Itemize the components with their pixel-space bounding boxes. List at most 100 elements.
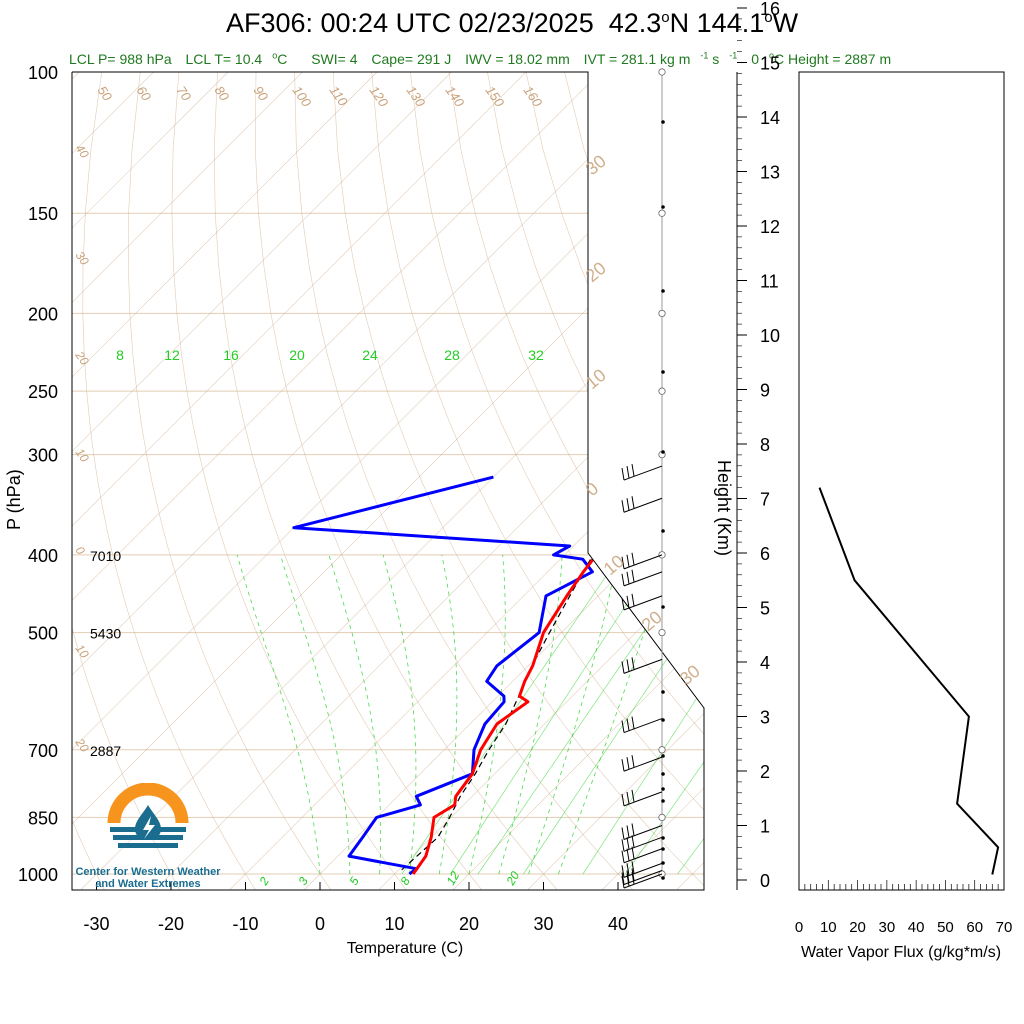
height-axis-label: Height (Km) <box>714 460 734 556</box>
wind-level-dot <box>661 289 665 293</box>
wind-barb-flag <box>626 870 630 883</box>
wind-barb-flag <box>631 496 635 509</box>
stat-zero-height: 0 oC Height = 2887 m <box>751 50 892 67</box>
temperature-tick-label: 0 <box>315 914 325 934</box>
isotherm-line <box>377 72 704 890</box>
height-tick-label: 14 <box>760 108 780 128</box>
isotherm-label: 20 <box>72 735 92 755</box>
mixing-ratio-label: 2 <box>256 874 272 888</box>
title-time: 00:24 UTC 02/23/2025 <box>320 8 594 38</box>
moist-adiabat-line <box>236 554 321 875</box>
isotherm-label: 150 <box>483 83 508 110</box>
isotherm-line <box>72 72 704 890</box>
pressure-tick-label: 100 <box>28 63 58 83</box>
wind-barb-flag <box>631 861 635 874</box>
height-tick-label: 8 <box>760 435 770 455</box>
wind-level-dot <box>661 718 665 722</box>
height-tick-label: 4 <box>760 653 770 673</box>
wind-barb-flag <box>631 871 635 885</box>
wind-level-dot <box>661 861 665 865</box>
wind-level-dot <box>661 605 665 609</box>
isotherm-line <box>153 72 704 890</box>
isotherm-line <box>72 72 378 890</box>
logo-caption: Center for Western Weather and Water Ext… <box>70 866 226 890</box>
isotherm-label: 100 <box>290 83 315 110</box>
parcel-path-line <box>401 554 594 871</box>
isotherm-label: 20 <box>72 348 92 368</box>
isotherm-line <box>72 72 452 890</box>
flux-profile-line <box>818 487 1000 875</box>
wind-level-dot <box>661 370 665 374</box>
wind-barb-flag <box>631 755 635 768</box>
moist-adiabat-line <box>438 554 458 875</box>
wind-barb-flag <box>626 465 630 479</box>
wind-barb-flag <box>626 718 630 731</box>
wind-level-circle <box>658 209 666 217</box>
pressure-tick-label: 250 <box>28 382 58 402</box>
wind-barb <box>623 465 663 481</box>
skew-t-profiles <box>292 72 704 876</box>
wind-barb <box>623 595 663 611</box>
wind-barb-flag <box>626 837 630 850</box>
title-degree: o <box>764 9 773 26</box>
dry-adiabat-line <box>448 72 704 890</box>
dry-adiabat-line <box>757 72 1024 891</box>
wind-level-circle <box>658 309 666 318</box>
dry-adiabat-line <box>72 72 106 890</box>
wind-barb-flag <box>626 498 630 511</box>
isotherm-label: 0 <box>582 478 603 500</box>
flux-axis-label: Water Vapor Flux (g/kg*m/s) <box>801 944 1001 961</box>
temperature-tick-label: 30 <box>533 914 553 934</box>
wind-barb <box>623 791 663 807</box>
dry-adiabat-line <box>294 72 635 890</box>
wind-barb-flag <box>626 659 630 672</box>
wind-level-dot <box>661 754 665 758</box>
wind-barb-flag <box>621 865 625 878</box>
wind-level-circle <box>658 813 666 821</box>
pressure-tick-label: 850 <box>28 808 58 828</box>
dry-adiabat-line <box>410 72 704 890</box>
pressure-tick-label: 1000 <box>18 865 58 885</box>
title-degree: o <box>661 9 670 26</box>
wind-barb <box>623 718 663 734</box>
height-tick-label: 0 <box>760 871 770 891</box>
wind-barb-flag <box>631 657 635 670</box>
stat-ivt: IVT = 281.1 kg m -1 s -1 <box>583 50 738 67</box>
dry-adiabat-line <box>72 72 181 890</box>
wind-level-dot <box>661 836 665 840</box>
wind-level-dot <box>661 847 665 851</box>
stat-lcl-p: LCL P= 988 hPa <box>69 50 172 67</box>
mixing-ratio-label: 8 <box>116 347 124 363</box>
stat-cape: Cape= 291 J <box>371 50 452 67</box>
pressure-tick-label: 500 <box>28 624 58 644</box>
isotherm-label: 30 <box>676 661 704 689</box>
wind-level-circle <box>658 68 666 76</box>
wind-barb-flag <box>626 863 630 876</box>
wind-barb-flag <box>621 467 625 481</box>
height-annotation: 5430 <box>90 626 121 642</box>
dry-adiabat-line <box>127 72 332 890</box>
wind-barb-flag <box>621 500 625 513</box>
title-lat: 42.3 <box>608 8 662 38</box>
pressure-tick-label: 200 <box>28 304 58 324</box>
isotherm-line <box>72 72 527 890</box>
height-tick-label: 9 <box>760 381 770 401</box>
wind-barb-flag <box>631 716 635 729</box>
height-tick-label: 3 <box>760 708 770 728</box>
mixing-ratio-label: 32 <box>528 347 544 363</box>
skew-t-frame <box>71 71 705 891</box>
sounding-stats: LCL P= 988 hPa LCL T= 10.4 oC SWI= 4 Cape… <box>69 50 911 67</box>
flux-tick-label: 20 <box>849 919 866 936</box>
height-tick-label: 15 <box>760 54 780 74</box>
temperature-axis: -30 -20 -10 0 10 20 30 40 Temperature (C) <box>83 882 628 957</box>
wind-barb-flag <box>626 595 630 608</box>
wind-level-dot <box>661 876 665 880</box>
flux-tick-label: 10 <box>820 919 837 936</box>
wind-barb-flag <box>631 823 635 836</box>
dry-adiabat-line <box>332 72 704 890</box>
wind-barb-flag <box>621 597 625 610</box>
wind-barb-flag <box>621 850 625 863</box>
isotherm-line <box>72 72 676 890</box>
wind-level-dot <box>661 450 665 454</box>
wind-barb-flag <box>631 835 635 848</box>
